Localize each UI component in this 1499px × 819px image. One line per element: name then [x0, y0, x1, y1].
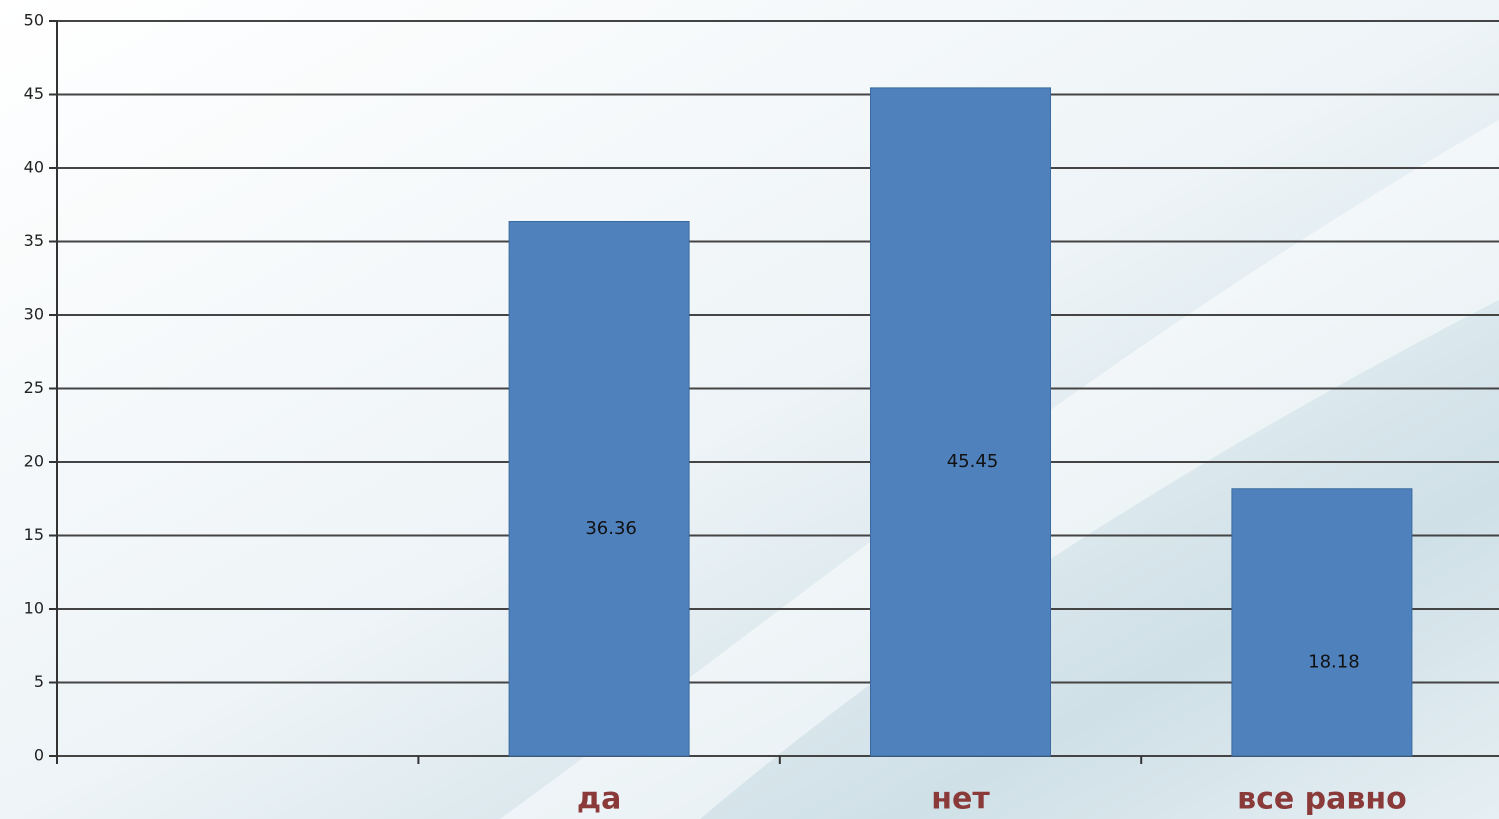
y-tick-label: 10	[24, 599, 44, 618]
x-tick-label: нет	[931, 782, 990, 817]
y-tick-label: 0	[34, 746, 44, 765]
y-tick-label: 40	[24, 158, 44, 177]
y-tick-label: 50	[24, 11, 44, 30]
x-tick-label: все равно	[1237, 782, 1407, 817]
y-tick-label: 30	[24, 305, 44, 324]
bar	[1231, 488, 1413, 757]
value-label: 45.45	[947, 451, 999, 472]
y-tick-label: 35	[24, 231, 44, 250]
value-label: 18.18	[1308, 651, 1360, 672]
y-tick-label: 25	[24, 378, 44, 397]
bar	[508, 221, 690, 757]
x-tick-label: да	[577, 782, 621, 817]
y-tick-label: 20	[24, 452, 44, 471]
bar	[870, 87, 1052, 757]
y-tick-label: 15	[24, 525, 44, 544]
value-label: 36.36	[585, 518, 637, 539]
y-tick-label: 5	[34, 672, 44, 691]
y-tick-label: 45	[24, 84, 44, 103]
